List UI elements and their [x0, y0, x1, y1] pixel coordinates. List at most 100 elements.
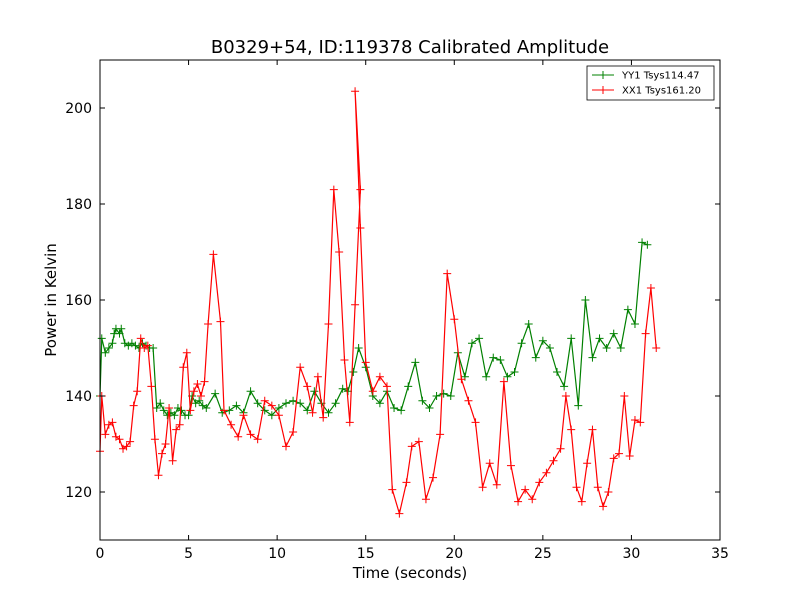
- data-point-marker: [382, 382, 391, 391]
- data-point-marker: [303, 382, 312, 391]
- legend-box: [586, 65, 715, 101]
- x-tick-label: 25: [534, 546, 552, 562]
- data-point-marker: [345, 418, 354, 427]
- data-point-marker: [158, 449, 166, 458]
- data-point-marker: [574, 401, 583, 410]
- data-point-marker: [524, 320, 533, 328]
- y-tick-label: 120: [65, 485, 92, 501]
- data-point-marker: [253, 435, 262, 444]
- data-point-marker: [324, 320, 333, 328]
- data-point-marker: [425, 404, 434, 412]
- data-point-marker: [545, 344, 554, 352]
- data-point-marker: [577, 497, 586, 506]
- series-line-1: [99, 90, 657, 515]
- data-point-marker: [108, 339, 117, 348]
- data-point-marker: [104, 344, 113, 352]
- data-point-marker: [602, 344, 611, 352]
- y-tick-label: 180: [65, 197, 92, 213]
- data-point-marker: [179, 363, 188, 372]
- data-point-marker: [117, 324, 126, 333]
- data-point-marker: [475, 334, 484, 343]
- data-point-marker: [439, 389, 448, 398]
- data-point-marker: [108, 418, 117, 427]
- data-point-marker: [267, 411, 276, 420]
- data-point-marker: [308, 408, 317, 417]
- data-point-marker: [296, 363, 305, 372]
- data-point-marker: [149, 344, 158, 352]
- data-point-marker: [195, 396, 204, 405]
- data-point-marker: [234, 432, 243, 441]
- data-point-marker: [159, 406, 168, 415]
- data-point-marker: [165, 404, 174, 412]
- data-point-marker: [549, 456, 558, 465]
- data-point-marker: [553, 368, 562, 376]
- data-point-marker: [595, 334, 604, 343]
- data-point-marker: [220, 406, 228, 415]
- data-point-marker: [172, 425, 181, 434]
- x-axis-label: Time (seconds): [352, 564, 468, 582]
- data-point-marker: [542, 468, 551, 477]
- data-point-marker: [388, 485, 397, 494]
- data-point-marker: [216, 317, 225, 326]
- x-tick-label: 0: [96, 546, 105, 562]
- data-point-marker: [581, 296, 590, 304]
- data-point-marker: [351, 87, 360, 96]
- data-point-marker: [211, 389, 220, 398]
- data-point-marker: [593, 483, 602, 492]
- data-point-marker: [133, 387, 142, 396]
- data-point-marker: [503, 372, 512, 381]
- data-point-marker: [313, 372, 322, 381]
- data-point-marker: [193, 380, 202, 388]
- series-layer: [96, 87, 661, 518]
- data-point-marker: [354, 344, 363, 352]
- data-point-marker: [150, 435, 159, 444]
- data-point-marker: [560, 382, 569, 391]
- data-point-marker: [517, 339, 526, 348]
- data-point-marker: [329, 185, 338, 194]
- data-point-marker: [506, 461, 515, 470]
- data-point-marker: [175, 420, 184, 429]
- data-point-marker: [446, 392, 455, 400]
- data-point-marker: [630, 416, 639, 424]
- data-point-marker: [274, 411, 283, 420]
- data-point-marker: [482, 372, 491, 381]
- data-point-marker: [535, 478, 544, 487]
- data-point-marker: [338, 384, 347, 393]
- data-point-marker: [638, 238, 647, 247]
- data-point-marker: [260, 396, 269, 405]
- data-point-marker: [361, 358, 370, 367]
- data-point-marker: [510, 368, 519, 376]
- data-point-marker: [356, 224, 365, 232]
- data-point-marker: [429, 473, 438, 482]
- legend: YY1 Tsys114.47 XX1 Tsys161.20: [586, 65, 715, 101]
- data-point-marker: [115, 329, 124, 338]
- data-point-marker: [349, 368, 358, 376]
- data-point-marker: [397, 406, 406, 415]
- data-point-marker: [310, 387, 319, 396]
- data-point-marker: [496, 356, 505, 364]
- y-tick-label: 160: [65, 293, 92, 309]
- data-point-marker: [468, 339, 476, 348]
- x-tick-label: 30: [623, 546, 641, 562]
- y-tick-label: 140: [65, 389, 92, 405]
- data-point-marker: [471, 418, 480, 427]
- data-point-marker: [189, 387, 198, 396]
- data-point-marker: [340, 356, 349, 364]
- data-point-marker: [599, 502, 608, 511]
- data-point-marker: [421, 495, 430, 504]
- data-point-marker: [643, 240, 652, 249]
- data-point-marker: [588, 425, 597, 434]
- data-point-marker: [436, 430, 445, 439]
- data-point-marker: [538, 336, 547, 345]
- x-tick-label: 10: [268, 546, 286, 562]
- data-point-marker: [202, 404, 211, 412]
- data-point-marker: [368, 387, 377, 396]
- data-point-marker: [514, 497, 523, 506]
- data-point-marker: [282, 399, 290, 408]
- data-point-marker: [324, 408, 333, 417]
- data-point-marker: [652, 344, 661, 352]
- data-point-marker: [282, 442, 290, 451]
- data-point-marker: [200, 377, 209, 386]
- data-point-marker: [303, 406, 312, 415]
